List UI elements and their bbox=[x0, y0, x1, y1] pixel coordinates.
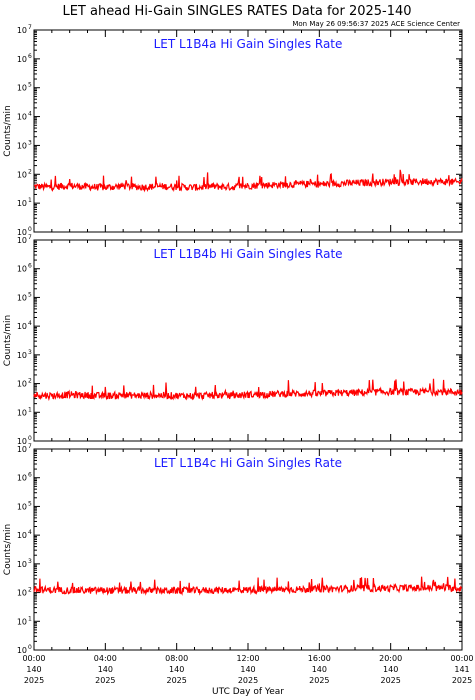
series-line bbox=[33, 169, 463, 193]
y-tick-exponent: 3 bbox=[28, 349, 32, 356]
x-tick-time: 08:00 bbox=[165, 654, 188, 663]
x-tick-doy: 140 bbox=[169, 665, 184, 674]
y-tick-exponent: 0 bbox=[28, 226, 32, 233]
y-axis-label: Counts/min bbox=[3, 315, 13, 366]
x-tick-label-group: 00:00 141 2025 bbox=[450, 654, 473, 685]
y-tick-label: 10 bbox=[17, 141, 27, 150]
y-tick-exponent: 3 bbox=[28, 139, 32, 146]
y-tick-label: 10 bbox=[17, 199, 27, 208]
y-tick-label: 10 bbox=[17, 55, 27, 64]
y-tick-label: 10 bbox=[17, 502, 27, 511]
y-tick-exponent: 0 bbox=[28, 435, 32, 442]
x-tick-year: 2025 bbox=[166, 676, 186, 685]
y-axis-label: Counts/min bbox=[3, 524, 13, 575]
y-tick-label: 10 bbox=[17, 617, 27, 626]
x-tick-doy: 140 bbox=[98, 665, 113, 674]
x-tick-doy: 140 bbox=[383, 665, 398, 674]
y-tick-exponent: 1 bbox=[28, 615, 32, 622]
x-tick-time: 16:00 bbox=[308, 654, 331, 663]
y-tick-label: 10 bbox=[17, 589, 27, 598]
y-tick-label: 10 bbox=[17, 113, 27, 122]
y-tick-label: 10 bbox=[17, 236, 27, 245]
y-tick-exponent: 1 bbox=[28, 197, 32, 204]
y-tick-label: 10 bbox=[17, 445, 27, 454]
y-tick-exponent: 2 bbox=[28, 168, 32, 175]
x-tick-year: 2025 bbox=[309, 676, 329, 685]
figure-title: LET ahead Hi-Gain SINGLES RATES Data for… bbox=[62, 4, 411, 19]
panel-title: LET L1B4b Hi Gain Singles Rate bbox=[153, 247, 342, 261]
y-tick-exponent: 2 bbox=[28, 587, 32, 594]
y-tick-label: 10 bbox=[17, 84, 27, 93]
plot-frame bbox=[33, 29, 463, 233]
y-tick-label: 10 bbox=[17, 26, 27, 35]
x-tick-label-group: 12:00 140 2025 bbox=[236, 654, 259, 685]
x-tick-doy: 140 bbox=[240, 665, 255, 674]
y-tick-label: 10 bbox=[17, 265, 27, 274]
panel-title: LET L1B4a Hi Gain Singles Rate bbox=[154, 37, 343, 51]
panel-title: LET L1B4c Hi Gain Singles Rate bbox=[154, 456, 342, 470]
x-tick-label-group: 16:00 140 2025 bbox=[308, 654, 331, 685]
x-tick-doy: 140 bbox=[26, 665, 41, 674]
x-axis-label: UTC Day of Year bbox=[212, 687, 284, 697]
y-tick-exponent: 6 bbox=[28, 53, 32, 60]
y-tick-exponent: 0 bbox=[28, 644, 32, 651]
y-tick-exponent: 5 bbox=[28, 82, 32, 89]
x-tick-time: 00:00 bbox=[22, 654, 45, 663]
y-tick-exponent: 7 bbox=[28, 234, 32, 241]
x-tick-time: 04:00 bbox=[94, 654, 117, 663]
timestamp: Mon May 26 09:56:37 2025 ACE Science Cen… bbox=[292, 20, 460, 28]
y-tick-label: 10 bbox=[17, 322, 27, 331]
series-line bbox=[33, 378, 463, 402]
x-tick-year: 2025 bbox=[380, 676, 400, 685]
x-tick-label-group: 20:00 140 2025 bbox=[379, 654, 402, 685]
y-tick-label: 10 bbox=[17, 560, 27, 569]
y-tick-label: 10 bbox=[17, 474, 27, 483]
series-line bbox=[33, 576, 462, 596]
plot-frame bbox=[33, 448, 463, 651]
x-tick-time: 12:00 bbox=[236, 654, 259, 663]
x-tick-doy: 140 bbox=[312, 665, 327, 674]
y-tick-exponent: 1 bbox=[28, 406, 32, 413]
y-tick-label: 10 bbox=[17, 170, 27, 179]
y-tick-label: 10 bbox=[17, 293, 27, 302]
y-tick-label: 10 bbox=[17, 437, 27, 446]
y-tick-label: 10 bbox=[17, 228, 27, 237]
x-tick-label-group: 04:00 140 2025 bbox=[94, 654, 117, 685]
y-tick-label: 10 bbox=[17, 408, 27, 417]
y-tick-label: 10 bbox=[17, 351, 27, 360]
y-tick-label: 10 bbox=[17, 380, 27, 389]
x-tick-year: 2025 bbox=[24, 676, 44, 685]
y-axis-label: Counts/min bbox=[3, 105, 13, 156]
y-tick-exponent: 4 bbox=[28, 320, 32, 327]
x-tick-year: 2025 bbox=[238, 676, 258, 685]
y-tick-exponent: 2 bbox=[28, 378, 32, 385]
y-tick-exponent: 7 bbox=[28, 443, 32, 450]
y-tick-exponent: 5 bbox=[28, 291, 32, 298]
x-tick-doy: 141 bbox=[454, 665, 469, 674]
plot-frame bbox=[33, 239, 463, 442]
x-tick-year: 2025 bbox=[95, 676, 115, 685]
y-tick-exponent: 4 bbox=[28, 529, 32, 536]
x-tick-time: 20:00 bbox=[379, 654, 402, 663]
y-tick-exponent: 7 bbox=[28, 24, 32, 31]
x-tick-time: 00:00 bbox=[450, 654, 473, 663]
y-tick-exponent: 6 bbox=[28, 263, 32, 270]
y-tick-exponent: 6 bbox=[28, 472, 32, 479]
y-tick-exponent: 3 bbox=[28, 558, 32, 565]
y-tick-label: 10 bbox=[17, 531, 27, 540]
y-tick-exponent: 5 bbox=[28, 500, 32, 507]
x-tick-year: 2025 bbox=[452, 676, 472, 685]
y-tick-label: 10 bbox=[17, 646, 27, 655]
y-tick-exponent: 4 bbox=[28, 111, 32, 118]
x-tick-label-group: 00:00 140 2025 bbox=[22, 654, 45, 685]
x-tick-label-group: 08:00 140 2025 bbox=[165, 654, 188, 685]
